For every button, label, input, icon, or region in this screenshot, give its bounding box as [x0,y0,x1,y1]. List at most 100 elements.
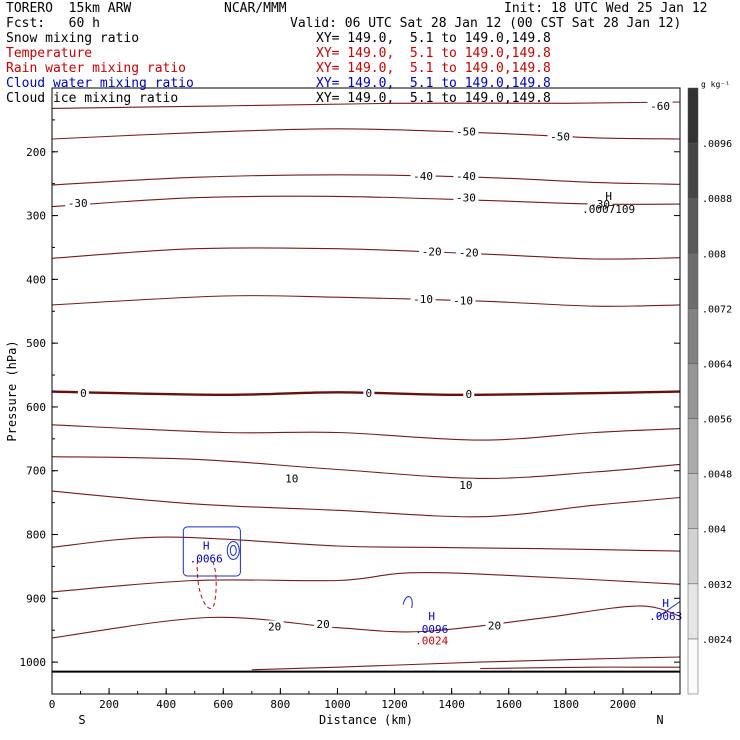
forecast-hour: Fcst: 60 h [6,16,100,31]
contour-label-bg [647,99,673,112]
x-tick-label: 1800 [553,698,580,711]
contour-label-bg [77,386,89,399]
temperature-contour--20 [51,247,681,260]
colorbar-swatch [687,473,699,529]
field-cloud-ice-xy: XY= 149.0, 5.1 to 149.0,149.8 [316,91,551,106]
temperature-contour [51,490,681,518]
y-axis-label: Pressure (hPa) [5,340,19,441]
temperature-contour-20 [51,605,681,639]
contour-label: 10 [459,479,472,492]
model-title: TORERO 15km ARW [6,1,132,16]
contour-label-bg [265,620,284,633]
contour-label: -30 [68,197,88,210]
cloud-water-contour [182,526,241,577]
contour-label: 20 [268,620,281,633]
y-tick-label: 800 [26,529,46,542]
temperature-contour--50 [51,128,681,140]
colorbar-label: .0032 [702,580,732,591]
contour-label: 20 [317,618,330,631]
x-tick-label: 600 [213,698,233,711]
contour-label: -10 [453,294,473,307]
cloud-water-contour [402,596,413,608]
colorbar-label: .0024 [702,635,732,646]
field-temp-xy: XY= 149.0, 5.1 to 149.0,149.8 [316,46,551,61]
cloud-water-contour [656,601,681,618]
temperature-contour [251,656,681,671]
contour-label: 0 [80,387,87,400]
contour-label-bg [485,619,504,632]
cloud-water-contour-inner [229,544,237,556]
maximum-marker: H [605,190,612,203]
contour-label-bg [314,617,333,630]
x-axis-label: Distance (km) [319,713,413,727]
contour-label-bg [65,196,91,209]
temperature-contour [51,424,681,441]
maximum-value: .0096 [415,623,448,636]
x-end-label-south: S [78,713,85,727]
temperature-contour [480,666,681,670]
contour-labels: -60 -50 -50 -40 -40 -30 -30 -30 -20 -20 -10 -10 0 0 0 1… [65,99,673,633]
colorbar-label: .004 [702,525,726,536]
x-tick-label: 200 [99,698,119,711]
contour-label: -20 [422,245,442,258]
colorbar-label: .0088 [702,194,732,205]
colorbar-swatch [687,87,699,144]
x-tick-label: 2000 [610,698,637,711]
contour-label-bg [453,170,479,183]
colorbar-label: .0064 [702,359,732,370]
contour-label-bg [450,294,476,307]
temperature-contour-10 [51,456,681,479]
maximum-marker: H [428,610,435,623]
contour-label-bg [363,386,375,399]
x-tick-label: 800 [270,698,290,711]
colorbar-unit: g kg⁻¹ [701,80,730,89]
contour-label: -30 [590,198,610,211]
x-tick-label: 1200 [381,698,408,711]
colorbar-swatch [687,638,699,695]
maximum-value: .0024 [415,634,448,647]
x-tick-label: 1000 [324,698,351,711]
contour-label: -10 [413,293,433,306]
y-tick-label: 400 [26,273,46,286]
colorbar-label: .008 [702,249,726,260]
contour-label-bg [453,125,479,138]
contour-label-bg [456,246,482,259]
cloud-water-contour-inner [226,540,240,560]
contour-label: -20 [459,247,479,260]
temperature-contour [51,536,681,552]
x-tick-label: 0 [49,698,56,711]
maximum-marker: H [203,540,210,553]
colorbar-swatch [687,253,699,309]
contour-label-bg [456,478,475,491]
x-end-label-north: N [656,713,663,727]
colorbar: .0024 .0032 .004 .0048 .0056 .0064 .0072 .008 .0… [687,80,732,695]
y-tick-label: 600 [26,401,46,414]
contour-label: -50 [456,125,476,138]
contour-label: 0 [465,388,472,401]
colorbar-label: .0096 [702,139,732,150]
center-title: NCAR/MMM [224,1,287,16]
colorbar-swatch [687,197,699,254]
field-snow: Snow mixing ratio [6,31,140,46]
y-tick-label: 500 [26,337,46,350]
y-tick-label: 900 [26,592,46,605]
maximum-marker: H [662,597,669,610]
contour-label-bg [547,130,573,143]
contour-label: -60 [650,100,670,113]
y-tick-label: 200 [26,146,46,159]
temperature-contour--60 [51,101,681,109]
temperature-contour--10 [51,294,681,307]
temperature-contour--40 [51,174,681,186]
contour-label-bg [419,245,445,258]
contour-label: -50 [550,130,570,143]
colorbar-label: .0056 [702,415,732,426]
contour-label-bg [453,191,479,204]
contour-label: 20 [488,620,501,633]
contour-label-bg [282,472,301,485]
field-rain-xy: XY= 149.0, 5.1 to 149.0,149.8 [316,61,551,76]
contour-label: 10 [285,472,298,485]
contour-label-bg [463,388,475,401]
contour-label-bg [410,170,436,183]
contour-label-bg [410,293,436,306]
